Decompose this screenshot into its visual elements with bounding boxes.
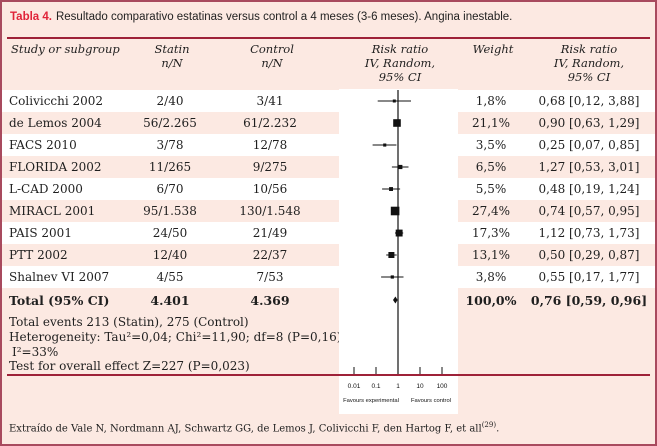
table-row: PTT 2002 12/40 22/37 13,1% 0,50 [0,29, 0,87] (2, 244, 655, 266)
study-cell: L-CAD 2000 (9, 182, 83, 196)
table-row: PAIS 2001 24/50 21/49 17,3% 1,12 [0,73, 1,73… (2, 222, 655, 244)
table-row: de Lemos 2004 56/2.265 61/2.232 21,1% 0,90 [… (2, 112, 655, 134)
svg-text:100: 100 (437, 383, 448, 390)
weight-cell: 6,5% (475, 160, 507, 174)
svg-text:0.01: 0.01 (348, 383, 361, 390)
table-row: Shalnev VI 2007 4/55 7/53 3,8% 0,55 [0,17, 1… (2, 266, 655, 288)
study-cell: PAIS 2001 (9, 226, 72, 240)
weight-cell: 3,5% (475, 138, 507, 152)
control-cell: 130/1.548 (239, 204, 301, 218)
total-statin-cell: 4.401 (150, 292, 190, 308)
svg-text:10: 10 (416, 383, 424, 390)
table-title: Tabla 4. Resultado comparativo estatinas … (10, 10, 647, 24)
table-number-label: Tabla 4. (10, 11, 52, 23)
i-squared-line: I²=33% (12, 344, 59, 359)
rr-cell: 0,90 [0,63, 1,29] (538, 116, 640, 130)
total-label-cell: Total (95% CI) (9, 292, 110, 308)
source-footnote: Extraído de Vale N, Nordmann AJ, Schwart… (9, 419, 647, 435)
column-header-row: Study or subgroup Statin n/N Control n/N… (4, 42, 653, 84)
study-cell: de Lemos 2004 (9, 116, 102, 130)
study-cell: MIRACL 2001 (9, 204, 96, 218)
statin-cell: 24/50 (152, 226, 188, 240)
header-risk-ratio-text: Risk ratio IV, Random, 95% CI (553, 42, 625, 84)
control-cell: 9/275 (252, 160, 288, 174)
header-risk-ratio-plot: Risk ratio IV, Random, 95% CI (364, 42, 436, 84)
title-divider-rule (7, 37, 650, 39)
table-row: FLORIDA 2002 11/265 9/275 6,5% 1,27 [0,53, 3… (2, 156, 655, 178)
study-cell: Colivicchi 2002 (9, 94, 104, 108)
table-row: FACS 2010 3/78 12/78 3,5% 0,25 [0,07, 0,85] (2, 134, 655, 156)
svg-text:Favours experimental: Favours experimental (343, 398, 399, 404)
meta-analysis-stats: Total events 213 (Statin), 275 (Control)… (9, 315, 485, 374)
weight-cell: 3,8% (475, 270, 507, 284)
rr-cell: 0,48 [0,19, 1,24] (538, 182, 640, 196)
statin-cell: 11/265 (148, 160, 192, 174)
footnote-text: Extraído de Vale N, Nordmann AJ, Schwart… (9, 423, 482, 435)
control-cell: 21/49 (252, 226, 288, 240)
study-cell: FACS 2010 (9, 138, 77, 152)
footnote-reference: (29) (481, 421, 497, 429)
header-study: Study or subgroup (11, 42, 120, 56)
overall-effect-line: Test for overall effect Z=227 (P=0,023) (9, 359, 250, 374)
weight-cell: 17,3% (471, 226, 511, 240)
rr-cell: 0,55 [0,17, 1,77] (538, 270, 640, 284)
rr-cell: 0,74 [0,57, 0,95] (538, 204, 640, 218)
table-row: L-CAD 2000 6/70 10/56 5,5% 0,48 [0,19, 1,24] (2, 178, 655, 200)
svg-text:1: 1 (396, 383, 400, 390)
control-cell: 22/37 (252, 248, 288, 262)
forest-plot-svg: 0.01 0.1 1 10 100 Favours experimental Favours… (343, 90, 451, 404)
statin-cell: 12/40 (152, 248, 188, 262)
weight-cell: 13,1% (471, 248, 511, 262)
study-cell: Shalnev VI 2007 (9, 270, 110, 284)
weight-cell: 5,5% (475, 182, 507, 196)
study-cell: FLORIDA 2002 (9, 160, 102, 174)
rr-cell: 0,25 [0,07, 0,85] (538, 138, 640, 152)
total-control-cell: 4.369 (250, 292, 290, 308)
study-cell: PTT 2002 (9, 248, 68, 262)
heterogeneity-line: Heterogeneity: Tau²=0,04; Chi²=11,90; df… (9, 329, 346, 344)
control-cell: 7/53 (256, 270, 284, 284)
rr-cell: 0,50 [0,29, 0,87] (538, 248, 640, 262)
header-statin: Statin n/N (154, 42, 190, 70)
total-events-line: Total events 213 (Statin), 275 (Control) (9, 315, 249, 329)
statin-cell: 95/1.538 (143, 204, 197, 218)
svg-text:0.1: 0.1 (371, 383, 380, 390)
weight-cell: 27,4% (471, 204, 511, 218)
statin-cell: 6/70 (156, 182, 184, 196)
study-rows: Colivicchi 2002 2/40 3/41 1,8% 0,68 [0,12, 3… (2, 90, 655, 312)
table-title-text: Resultado comparativo estatinas versus c… (55, 11, 513, 23)
statin-cell: 4/55 (156, 270, 184, 284)
forest-plot: 0.01 0.1 1 10 100 Favours experimental Favours… (339, 89, 458, 414)
total-row: Total (95% CI) 4.401 4.369 100,0% 0,76 [0,59… (2, 288, 655, 312)
statin-cell: 3/78 (156, 138, 184, 152)
total-weight-cell: 100,0% (465, 292, 517, 308)
table-row: Colivicchi 2002 2/40 3/41 1,8% 0,68 [0,12, 3… (2, 90, 655, 112)
rr-cell: 1,12 [0,73, 1,73] (538, 226, 640, 240)
control-cell: 61/2.232 (243, 116, 297, 130)
rr-cell: 1,27 [0,53, 3,01] (538, 160, 640, 174)
control-cell: 10/56 (252, 182, 288, 196)
header-control: Control n/N (250, 42, 294, 70)
control-cell: 3/41 (256, 94, 284, 108)
control-cell: 12/78 (252, 138, 288, 152)
statin-cell: 2/40 (156, 94, 184, 108)
statin-cell: 56/2.265 (143, 116, 197, 130)
header-weight: Weight (472, 42, 514, 56)
weight-cell: 1,8% (475, 94, 507, 108)
bottom-divider-rule (7, 374, 650, 376)
table-row: MIRACL 2001 95/1.538 130/1.548 27,4% 0,74 [0… (2, 200, 655, 222)
weight-cell: 21,1% (471, 116, 511, 130)
svg-text:Favours control: Favours control (411, 398, 451, 404)
footnote-period: . (496, 423, 500, 435)
rr-cell: 0,68 [0,12, 3,88] (538, 94, 640, 108)
total-rr-cell: 0,76 [0,59, 0,96] (530, 292, 648, 308)
